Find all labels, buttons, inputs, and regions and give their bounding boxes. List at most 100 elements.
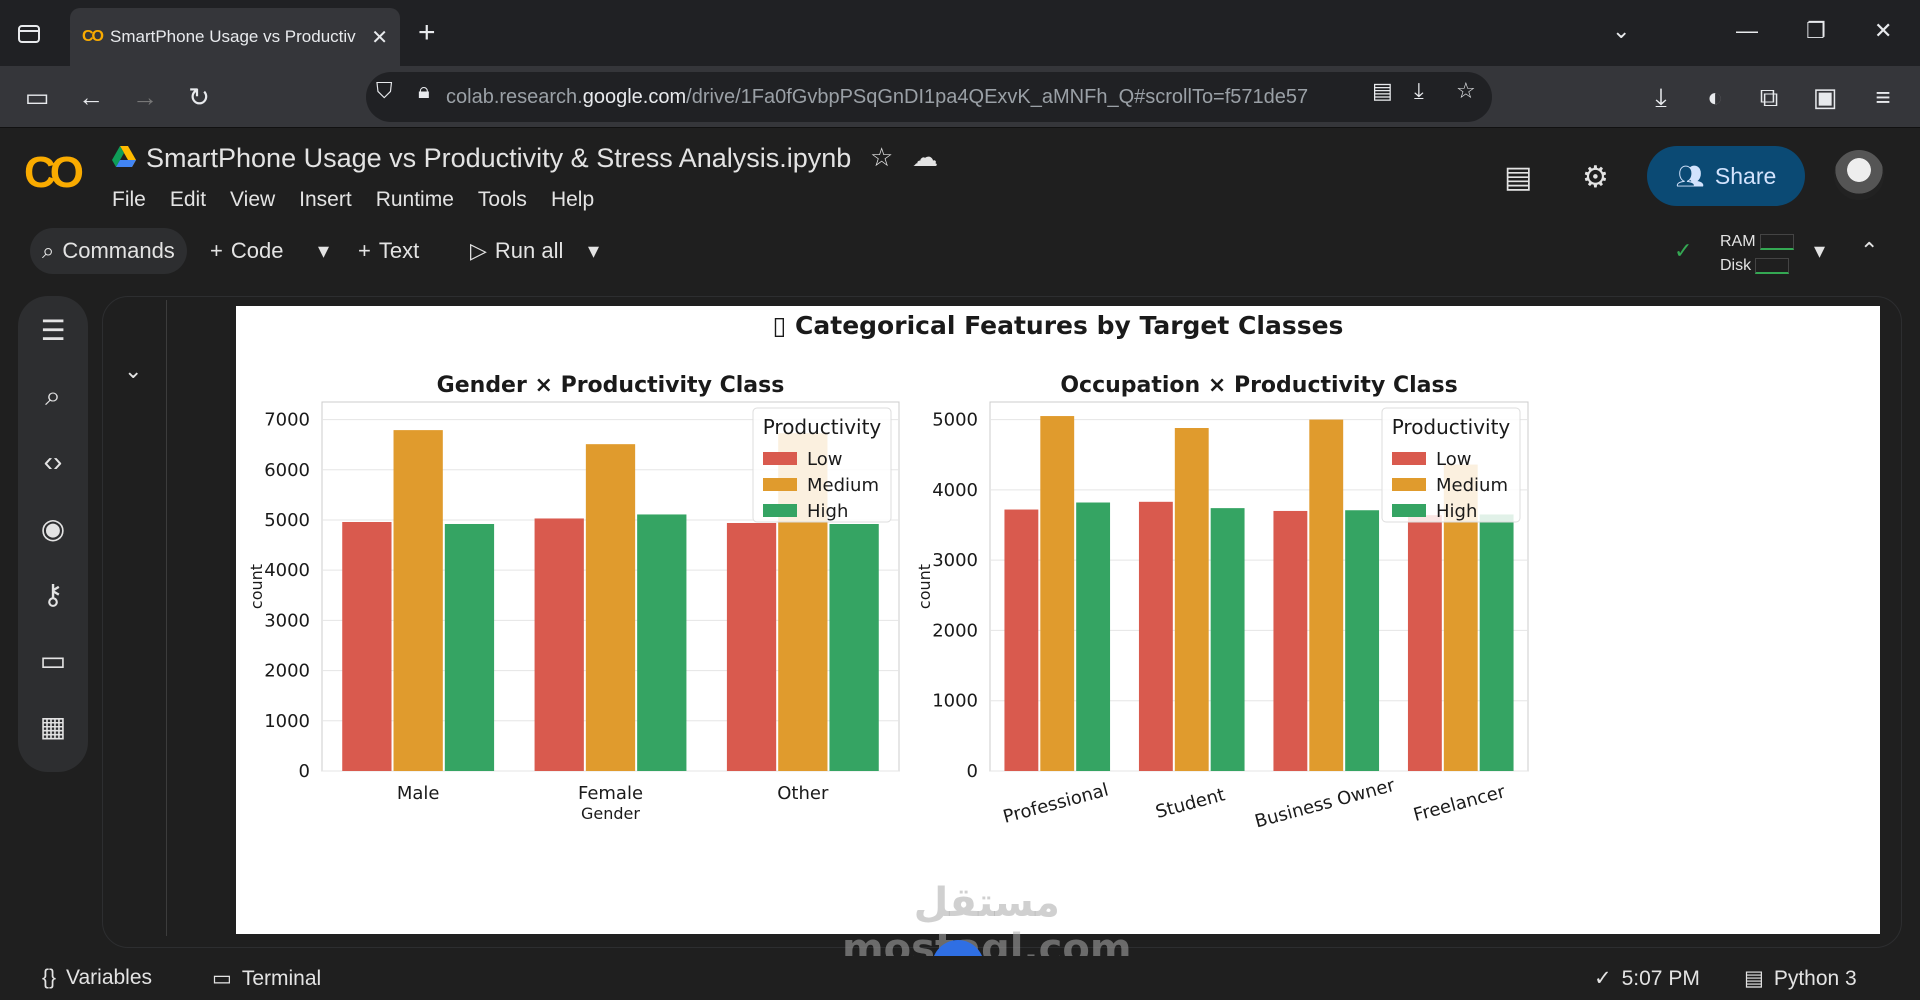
resource-monitor[interactable]: RAM Disk [1720,230,1794,278]
commands-button[interactable]: ⌕ Commands [30,228,187,274]
secrets-key-icon[interactable]: ⚷ [42,579,64,610]
url-bar[interactable]: colab.research. google.com/drive/1Fa0fGvb… [366,72,1492,122]
search-icon: ⌕ [42,238,55,263]
legend-box [1381,407,1521,523]
browser-menu-icon[interactable]: ≡ [1875,82,1891,112]
legend-label: Medium [807,475,879,496]
menu-file[interactable]: File [112,188,146,211]
bar-medium [393,430,443,771]
legend-label: High [807,501,848,522]
shield-icon[interactable]: ⛉ [376,78,393,103]
cell-gutter [166,300,167,936]
close-tab-icon[interactable]: ✕ [371,26,388,49]
y-tick-label: 1000 [932,691,978,712]
bar-low [726,522,777,771]
find-replace-icon[interactable]: ⌕ [45,380,61,411]
reload-icon[interactable]: ↻ [188,82,210,112]
lock-icon[interactable]: 🔒︎ [418,78,430,103]
execution-time[interactable]: ✓ 5:07 PM [1594,966,1700,991]
star-icon[interactable]: ☆ [870,142,894,172]
legend-label: Low [807,449,842,470]
tab-list-icon[interactable] [14,18,44,48]
menu-edit[interactable]: Edit [169,188,207,211]
menu-insert[interactable]: Insert [299,188,352,211]
runtime-dropdown-icon[interactable]: ▾ [1814,238,1826,263]
check-icon: ✓ [1594,967,1612,990]
menu-view[interactable]: View [230,188,276,211]
status-bar: {} Variables ▭ Terminal ✓ 5:07 PM ▤ Python 3 [0,956,1920,1000]
y-tick-label: 2000 [932,620,978,641]
y-tick-label: 3000 [264,610,310,631]
menu-tools[interactable]: Tools [477,188,527,211]
time-label: 5:07 PM [1621,966,1700,990]
minimize-icon[interactable]: — [1736,18,1758,43]
bar-high [829,523,879,771]
x-tick-label: Female [578,783,643,804]
data-table-icon[interactable]: ▦ [39,711,67,742]
bar-low [1138,501,1173,771]
share-button[interactable]: 👥︎ Share [1647,146,1805,206]
cell-output-figure: ▯ Categorical Features by Target Classes… [236,306,1880,934]
forward-arrow-icon[interactable]: → [132,82,158,112]
menu-help[interactable]: Help [550,188,595,211]
ram-label: RAM [1720,233,1756,250]
gender-chart: Gender × Productivity Class 0 1000 2000 3000… [247,373,900,823]
collapse-header-icon[interactable]: ⌃ [1860,238,1879,263]
y-tick-label: 2000 [264,661,310,682]
back-arrow-icon[interactable]: ← [78,82,104,112]
comments-icon[interactable]: ▤ [1504,161,1533,194]
sidebar-toggle-icon[interactable]: ▭ [24,82,50,112]
disk-label: Disk [1720,257,1752,274]
bar-low [534,518,584,771]
reader-view-icon[interactable]: ▤ [1372,78,1393,103]
user-avatar[interactable] [1834,150,1884,200]
extensions-icon[interactable]: ⧉ [1759,82,1779,112]
cloud-saved-icon[interactable]: ☁ [912,142,938,172]
bar-low [1004,509,1039,771]
window-close-icon[interactable]: ✕ [1874,18,1893,43]
text-label: Text [378,238,420,263]
url-prefix: colab.research. [446,85,583,108]
table-of-contents-icon[interactable]: ☰ [40,315,66,346]
run-all-button[interactable]: ▷ Run all [470,238,563,264]
kernel-status[interactable]: ▤ Python 3 [1744,966,1857,991]
watermark-arabic: مستقل [913,880,1060,926]
run-all-dropdown-icon[interactable]: ▾ [588,238,600,263]
notebook-title[interactable]: SmartPhone Usage vs Productivity & Stres… [146,143,852,173]
variables-button[interactable]: {} Variables [42,966,152,990]
code-snippets-icon[interactable]: ‹› [43,446,63,477]
profile-icon[interactable]: ◐ [1707,82,1723,112]
inspect-eye-icon[interactable]: ◉ [40,513,66,544]
files-folder-icon[interactable]: ▭ [39,645,67,676]
downloads-icon[interactable]: ⤓ [1655,82,1667,112]
legend-swatch [1392,504,1426,517]
y-tick-label: 4000 [932,480,978,501]
add-text-button[interactable]: + Text [358,238,419,264]
y-tick-label: 5000 [932,410,978,431]
bookmark-star-icon[interactable]: ☆ [1456,78,1476,103]
y-tick-label: 3000 [932,550,978,571]
new-tab-icon[interactable]: + [418,16,436,49]
legend-swatch [763,452,797,465]
colab-favicon-icon: CO [82,28,104,45]
colab-logo-icon[interactable]: CO [24,148,84,197]
y-tick-label: 6000 [264,460,310,481]
terminal-button[interactable]: ▭ Terminal [212,966,321,991]
add-code-button[interactable]: + Code [210,238,283,264]
menu-runtime[interactable]: Runtime [375,188,454,211]
save-page-icon[interactable]: ⤓ [1414,78,1424,103]
browser-tab-active[interactable]: CO SmartPhone Usage vs Productiv ✕ [70,8,400,66]
x-axis-label: Gender [581,804,640,823]
y-tick-label: 7000 [264,410,310,431]
bar-high [1210,508,1245,771]
figure-title: ▯ Categorical Features by Target Classes [773,311,1344,340]
code-dropdown-icon[interactable]: ▾ [318,238,330,263]
x-tick-label: Professional [1001,780,1111,828]
settings-gear-icon[interactable]: ⚙ [1582,161,1609,194]
extension-app-icon[interactable]: ▣ [1812,82,1838,112]
cell-collapse-chevron-icon[interactable]: ⌄ [124,358,143,383]
restore-icon[interactable]: ❐ [1806,18,1826,43]
braces-icon: {} [42,966,57,989]
chevron-down-icon[interactable]: ⌄ [1612,18,1631,43]
google-drive-icon[interactable] [112,146,136,168]
